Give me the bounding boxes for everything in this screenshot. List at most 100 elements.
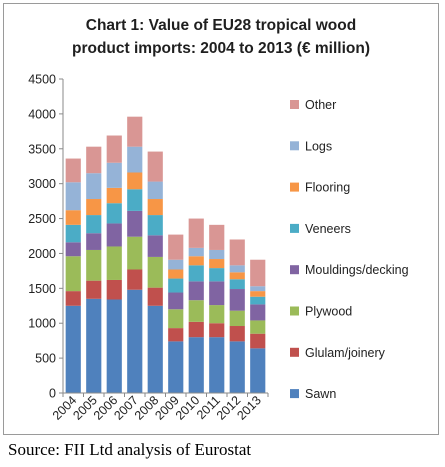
stacked-bar-chart: Chart 1: Value of EU28 tropical wood pro…	[28, 17, 409, 423]
legend-label: Flooring	[305, 181, 350, 195]
bar-veneers-2007	[127, 189, 143, 211]
bar-logs-2010	[188, 247, 204, 257]
bar-plywood-2004	[65, 256, 81, 292]
bar-veneers-2010	[188, 265, 204, 282]
bar-mouldings-decking-2010	[188, 281, 204, 301]
bar-mouldings-decking-2006	[106, 223, 122, 247]
bar-veneers-2012	[229, 279, 245, 290]
bar-mouldings-decking-2008	[147, 235, 163, 257]
bar-sawn-2013	[250, 348, 266, 393]
bar-other-2007	[127, 116, 143, 147]
bar-glulam-joinery-2004	[65, 291, 81, 306]
legend-item-veneers: Veneers	[290, 222, 351, 236]
legend-label: Sawn	[305, 387, 336, 401]
bar-veneers-2011	[209, 268, 225, 282]
bar-mouldings-decking-2012	[229, 289, 245, 311]
legend-item-sawn: Sawn	[290, 387, 336, 401]
bar-flooring-2006	[106, 187, 122, 204]
y-tick-label: 3500	[28, 142, 56, 156]
bar-other-2009	[168, 234, 184, 260]
bar-logs-2004	[65, 182, 81, 211]
y-tick-label: 3000	[28, 177, 56, 191]
chart-title-line-2: product imports: 2004 to 2013 (€ million…	[72, 40, 370, 57]
y-tick-label: 1500	[28, 282, 56, 296]
bars-group	[65, 116, 266, 393]
bar-logs-2011	[209, 249, 225, 260]
legend-swatch	[290, 182, 299, 192]
y-axis: 0 500 1000 1500 2000 2500 3000 3500 4000 4500	[28, 73, 64, 401]
bar-other-2005	[86, 146, 102, 174]
bar-logs-2007	[127, 146, 143, 173]
bar-veneers-2006	[106, 203, 122, 224]
y-tick-label: 4500	[28, 73, 56, 87]
chart-title-line-1: Chart 1: Value of EU28 tropical wood	[86, 17, 356, 34]
bar-plywood-2009	[168, 309, 184, 329]
legend-swatch	[290, 306, 299, 316]
bar-sawn-2004	[65, 305, 81, 393]
bar-flooring-2013	[250, 291, 266, 297]
legend: Other Logs Flooring Veneers Mouldings/deckin…	[290, 98, 409, 401]
bar-mouldings-decking-2009	[168, 292, 184, 310]
bar-plywood-2006	[106, 246, 122, 280]
legend-label: Logs	[305, 139, 332, 153]
legend-label: Glulam/joinery	[305, 346, 386, 360]
bar-veneers-2009	[168, 278, 184, 293]
y-tick-label: 1000	[28, 317, 56, 331]
bar-veneers-2005	[86, 215, 102, 234]
bar-other-2011	[209, 224, 225, 250]
y-tick-label: 4000	[28, 107, 56, 121]
bar-logs-2006	[106, 162, 122, 188]
legend-item-flooring: Flooring	[290, 181, 350, 195]
legend-swatch	[290, 389, 299, 399]
bar-glulam-joinery-2008	[147, 287, 163, 306]
legend-item-logs: Logs	[290, 139, 332, 153]
bar-plywood-2013	[250, 320, 266, 334]
bar-mouldings-decking-2004	[65, 242, 81, 257]
bar-logs-2009	[168, 259, 184, 270]
bar-mouldings-decking-2011	[209, 281, 225, 306]
bar-flooring-2007	[127, 172, 143, 190]
bar-other-2004	[65, 158, 81, 183]
bar-veneers-2004	[65, 224, 81, 243]
y-tick-label: 500	[35, 352, 56, 366]
bar-sawn-2009	[168, 341, 184, 393]
bar-plywood-2011	[209, 305, 225, 324]
bar-veneers-2008	[147, 215, 163, 236]
bar-flooring-2008	[147, 199, 163, 216]
legend-swatch	[290, 347, 299, 357]
source-note: Source: FII Ltd analysis of Eurostat	[8, 440, 252, 459]
legend-swatch	[290, 141, 299, 151]
y-tick-label: 2500	[28, 212, 56, 226]
bar-flooring-2011	[209, 259, 225, 269]
bar-glulam-joinery-2010	[188, 321, 204, 338]
bar-plywood-2012	[229, 310, 245, 327]
bar-plywood-2008	[147, 256, 163, 288]
bar-sawn-2005	[86, 298, 102, 393]
bar-sawn-2008	[147, 305, 163, 393]
bar-sawn-2012	[229, 341, 245, 393]
bar-logs-2008	[147, 181, 163, 200]
bar-flooring-2010	[188, 256, 204, 266]
y-tick-label: 2000	[28, 247, 56, 261]
bar-flooring-2012	[229, 272, 245, 280]
bar-other-2008	[147, 151, 163, 182]
bar-plywood-2005	[86, 249, 102, 281]
bar-other-2006	[106, 135, 122, 163]
bar-other-2013	[250, 259, 266, 287]
bar-plywood-2007	[127, 236, 143, 270]
legend-label: Mouldings/decking	[305, 263, 409, 277]
bar-logs-2005	[86, 173, 102, 200]
bar-glulam-joinery-2011	[209, 323, 225, 338]
bar-sawn-2011	[209, 337, 225, 393]
legend-item-other: Other	[290, 98, 336, 112]
bar-flooring-2009	[168, 269, 184, 279]
x-tick-label-2013: 2013	[234, 393, 264, 423]
bar-plywood-2010	[188, 300, 204, 322]
legend-swatch	[290, 100, 299, 109]
bar-mouldings-decking-2007	[127, 210, 143, 237]
bar-glulam-joinery-2005	[86, 280, 102, 299]
legend-label: Plywood	[305, 305, 352, 319]
bar-glulam-joinery-2009	[168, 328, 184, 342]
legend-item-mouldings-decking: Mouldings/decking	[290, 263, 409, 277]
